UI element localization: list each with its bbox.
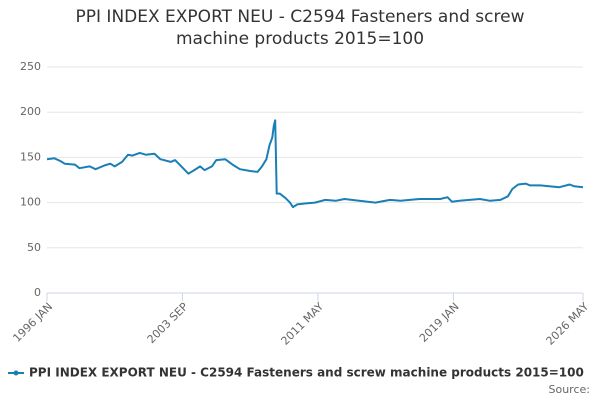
y-tick-label: 50 xyxy=(27,241,41,254)
x-tick-label: 2019 JAN xyxy=(417,300,462,345)
y-tick-label: 0 xyxy=(34,286,41,299)
series-line xyxy=(46,119,584,209)
x-tick-label: 2011 MAY xyxy=(279,300,327,348)
y-tick-label: 100 xyxy=(20,196,41,209)
legend-label: PPI INDEX EXPORT NEU - C2594 Fasteners a… xyxy=(29,366,584,380)
x-tick-label: 2026 MAY xyxy=(544,300,592,348)
source: Source: xyxy=(549,383,591,396)
legend-marker xyxy=(13,370,19,376)
y-tick-label: 150 xyxy=(20,150,41,163)
x-tick-label: 2003 SEP xyxy=(145,300,191,346)
y-tick-label: 250 xyxy=(20,60,41,73)
x-tick-label: 1996 JAN xyxy=(10,300,55,345)
chart-title: PPI INDEX EXPORT NEU - C2594 Fasteners a… xyxy=(75,7,525,49)
y-tick-label: 200 xyxy=(20,105,41,118)
